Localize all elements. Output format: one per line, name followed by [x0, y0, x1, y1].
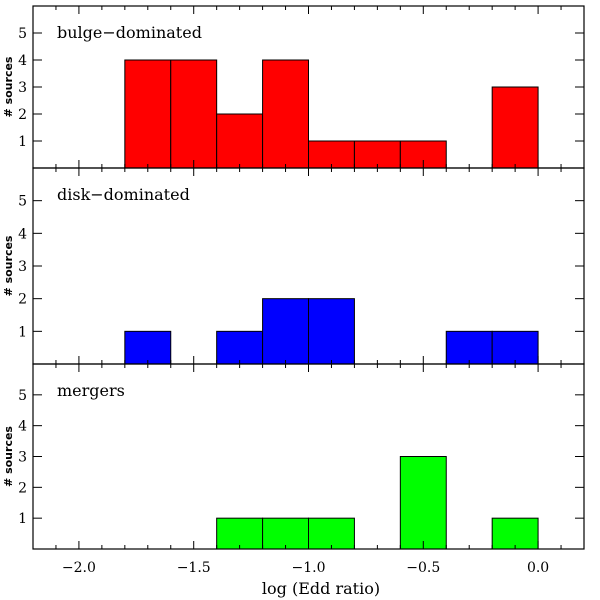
y-tick-label-bulge-dominated-4: 5 [18, 26, 27, 42]
y-axis-label-disk-dominated: # sources [2, 235, 15, 296]
y-tick-label-bulge-dominated-1: 2 [18, 107, 27, 123]
y-tick-label-disk-dominated-2: 3 [18, 259, 27, 275]
x-tick-label-1: −1.5 [177, 560, 211, 576]
bar-disk-dominated-4 [308, 298, 355, 365]
x-tick-label-3: −0.5 [406, 560, 440, 576]
bar-mergers-4 [308, 517, 355, 550]
x-tick-label-0: −2.0 [62, 560, 96, 576]
bar-disk-dominated-7 [445, 330, 493, 365]
bar-bulge-dominated-1 [170, 59, 218, 169]
panel-label-bulge-dominated: bulge−dominated [57, 23, 202, 42]
y-tick-label-bulge-dominated-3: 4 [18, 53, 27, 69]
y-tick-label-mergers-1: 2 [18, 480, 27, 496]
bar-mergers-8 [491, 517, 539, 550]
y-tick-label-mergers-4: 5 [18, 388, 27, 404]
bar-bulge-dominated-3 [262, 59, 310, 169]
bar-mergers-6 [399, 456, 447, 550]
bar-bulge-dominated-5 [353, 140, 401, 169]
y-tick-label-disk-dominated-0: 1 [18, 324, 27, 340]
y-tick-label-mergers-2: 3 [18, 450, 27, 466]
y-tick-label-disk-dominated-1: 2 [18, 292, 27, 308]
panel-disk-dominated: 1 2 3 4 5 # sources disk−dominated [2, 167, 585, 365]
x-tick-label-2: −1.0 [292, 560, 326, 576]
panel-label-disk-dominated: disk−dominated [57, 185, 190, 204]
panel-bulge-dominated: 1 2 3 4 5 # sources bulge−dominated [2, 5, 585, 169]
y-axis-label-bulge-dominated: # sources [2, 56, 15, 117]
y-tick-label-mergers-3: 4 [18, 419, 27, 435]
y-tick-label-bulge-dominated-2: 3 [18, 80, 27, 96]
panel-label-mergers: mergers [57, 381, 125, 400]
bar-bulge-dominated-8 [491, 86, 539, 169]
x-axis: −2.0 −1.5 −1.0 −0.5 0.0 [62, 560, 549, 576]
bar-disk-dominated-0 [124, 330, 172, 365]
bar-mergers-3 [262, 517, 310, 550]
panels-group: 1 2 3 4 5 # sources bulge−dominated 1 2 3 4 5 # sour… [2, 5, 585, 550]
y-tick-label-bulge-dominated-0: 1 [18, 134, 27, 150]
bar-bulge-dominated-2 [216, 113, 264, 169]
x-axis-label: log (Edd ratio) [262, 579, 380, 598]
y-axis-label-mergers: # sources [2, 426, 15, 487]
panel-mergers: 1 2 3 4 5 # sources mergers [2, 363, 585, 550]
bar-disk-dominated-3 [262, 298, 310, 365]
bar-disk-dominated-2 [216, 330, 264, 365]
y-tick-label-mergers-0: 1 [18, 511, 27, 527]
bar-disk-dominated-8 [491, 330, 539, 365]
bar-bulge-dominated-4 [308, 140, 355, 169]
y-tick-label-disk-dominated-4: 5 [18, 194, 27, 210]
x-tick-label-4: 0.0 [527, 560, 549, 576]
bar-mergers-2 [216, 517, 264, 550]
y-tick-label-disk-dominated-3: 4 [18, 226, 27, 242]
bar-bulge-dominated-0 [124, 59, 172, 169]
